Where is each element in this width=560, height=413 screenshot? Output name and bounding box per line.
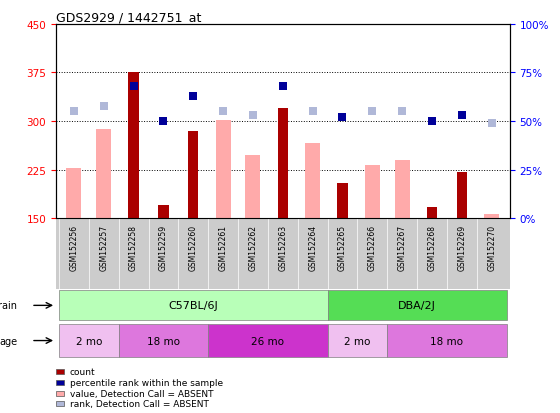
Bar	[59, 291, 328, 320]
Point	[338, 115, 347, 121]
Text: GSM152269: GSM152269	[458, 225, 466, 271]
Text: 18 mo: 18 mo	[431, 336, 464, 346]
Text: GSM152268: GSM152268	[427, 225, 436, 271]
Text: GSM152270: GSM152270	[487, 225, 496, 271]
Bar	[119, 324, 208, 357]
Point	[129, 83, 138, 90]
Text: GSM152262: GSM152262	[249, 225, 258, 271]
Point	[99, 103, 108, 109]
Bar	[484, 214, 499, 219]
Text: 2 mo: 2 mo	[344, 336, 371, 346]
Point	[398, 109, 407, 116]
Bar	[128, 74, 139, 219]
Point	[69, 109, 78, 116]
Text: strain: strain	[0, 301, 17, 311]
Text: GSM152258: GSM152258	[129, 225, 138, 271]
Bar	[305, 143, 320, 219]
Text: count: count	[70, 367, 96, 376]
Text: age: age	[0, 336, 17, 346]
Text: GDS2929 / 1442751_at: GDS2929 / 1442751_at	[56, 11, 202, 24]
Point	[189, 93, 198, 100]
Text: GSM152264: GSM152264	[308, 225, 317, 271]
Text: GSM152257: GSM152257	[99, 225, 108, 271]
Bar	[67, 169, 81, 219]
Point	[278, 83, 287, 90]
Point	[368, 109, 377, 116]
Point	[427, 119, 436, 125]
Text: GSM152267: GSM152267	[398, 225, 407, 271]
Text: GSM152261: GSM152261	[218, 225, 227, 271]
Bar	[208, 324, 328, 357]
Bar	[328, 291, 507, 320]
Point	[458, 113, 466, 119]
Bar	[427, 207, 437, 219]
Bar	[365, 166, 380, 219]
Bar	[278, 109, 288, 219]
Text: DBA/2J: DBA/2J	[398, 301, 436, 311]
Bar	[337, 183, 348, 219]
Bar	[388, 324, 507, 357]
Text: 26 mo: 26 mo	[251, 336, 284, 346]
Bar	[96, 130, 111, 219]
Text: GSM152265: GSM152265	[338, 225, 347, 271]
Bar	[59, 324, 119, 357]
Text: GSM152260: GSM152260	[189, 225, 198, 271]
Point	[487, 121, 496, 127]
Text: GSM152266: GSM152266	[368, 225, 377, 271]
Text: percentile rank within the sample: percentile rank within the sample	[70, 378, 223, 387]
Text: rank, Detection Call = ABSENT: rank, Detection Call = ABSENT	[70, 399, 209, 408]
Bar	[158, 206, 169, 219]
Bar	[328, 324, 388, 357]
Point	[159, 119, 168, 125]
Text: 18 mo: 18 mo	[147, 336, 180, 346]
Bar	[188, 131, 198, 219]
Bar	[456, 172, 467, 219]
Text: GSM152259: GSM152259	[159, 225, 168, 271]
Text: C57BL/6J: C57BL/6J	[169, 301, 218, 311]
Bar	[245, 155, 260, 219]
Bar	[395, 161, 409, 219]
Bar	[216, 121, 231, 219]
Point	[308, 109, 317, 116]
Text: value, Detection Call = ABSENT: value, Detection Call = ABSENT	[70, 389, 213, 398]
Text: 2 mo: 2 mo	[76, 336, 102, 346]
Point	[218, 109, 227, 116]
Point	[249, 113, 258, 119]
Text: GSM152263: GSM152263	[278, 225, 287, 271]
Text: GSM152256: GSM152256	[69, 225, 78, 271]
